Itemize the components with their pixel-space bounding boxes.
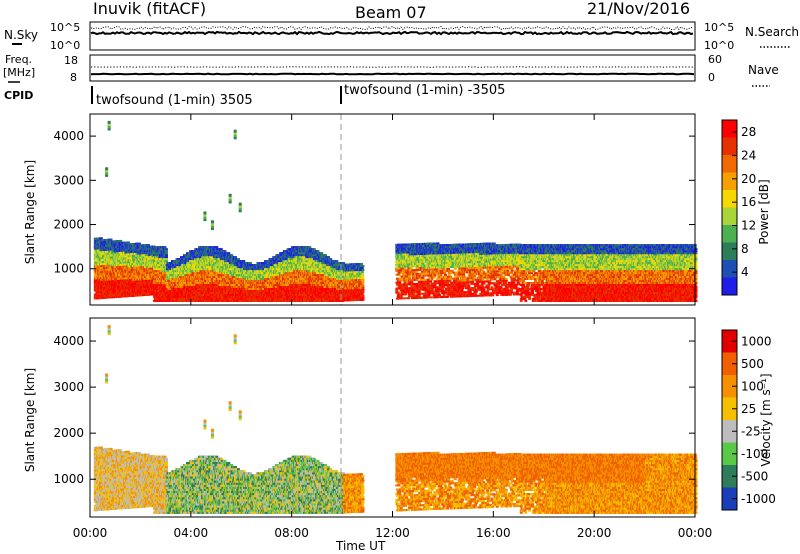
power-cell: [165, 252, 168, 254]
power-cell: [165, 256, 168, 258]
power-cell: [127, 241, 130, 243]
power-cell: [164, 246, 167, 248]
power-cell: [110, 239, 113, 241]
power-cell: [165, 260, 168, 262]
power-cell: [138, 243, 141, 245]
beam-title: Beam 07: [355, 3, 427, 22]
power-cell: [100, 237, 103, 239]
cpid-label: CPID: [4, 89, 33, 102]
power-cell: [147, 244, 150, 246]
power-cell: [165, 258, 168, 260]
station-title: Inuvik (fitACF): [93, 0, 206, 18]
freq-label: Freq.: [5, 53, 32, 66]
cpid-row: CPID twofsound (1-min) 3505 twofsound (1…: [4, 83, 505, 108]
noise-sky-trace: [91, 32, 693, 34]
radar-summary-plot: Inuvik (fitACF) Beam 07 21/Nov/2016 N.Sk…: [0, 0, 800, 554]
noise-panel-frame: [90, 22, 695, 50]
power-cell: [165, 248, 168, 250]
power-cell: [165, 250, 168, 252]
nave-label: Nave: [748, 63, 779, 77]
power-cells: [94, 121, 698, 302]
noise-search-label: N.Search: [745, 25, 799, 39]
power-cell: [165, 254, 168, 256]
noise-left-tick-top: 10^5: [50, 21, 80, 34]
noise-sky-label: N.Sky: [4, 28, 38, 42]
cpid-segment-2: twofsound (1-min) -3505: [344, 83, 505, 98]
freq-left-tick-top: 18: [64, 54, 78, 67]
noise-panel: N.Sky 10^5 10^0 10^5 10^0 N.Search: [4, 21, 799, 52]
freq-left-tick-bottom: 8: [70, 71, 77, 84]
freq-panel-frame: [90, 55, 695, 81]
noise-left-tick-bottom: 10^0: [50, 39, 80, 52]
cpid-segment-1: twofsound (1-min) 3505: [96, 93, 253, 108]
power-cell: [94, 274, 97, 276]
power-cell: [119, 240, 122, 242]
date-title: 21/Nov/2016: [587, 0, 690, 18]
freq-panel: Freq. [MHz] 18 8 60 0 Nave: [3, 53, 779, 86]
freq-trace: [91, 74, 694, 75]
freq-right-tick-top: 60: [708, 53, 722, 66]
freq-right-tick-bottom: 0: [708, 71, 715, 84]
noise-right-tick-top: 10^5: [704, 21, 734, 34]
power-cell: [94, 260, 97, 262]
freq-unit: [MHz]: [3, 66, 35, 79]
power-cell: [101, 253, 104, 255]
noise-search-trace: [91, 27, 693, 30]
noise-right-tick-bottom: 10^0: [704, 39, 734, 52]
